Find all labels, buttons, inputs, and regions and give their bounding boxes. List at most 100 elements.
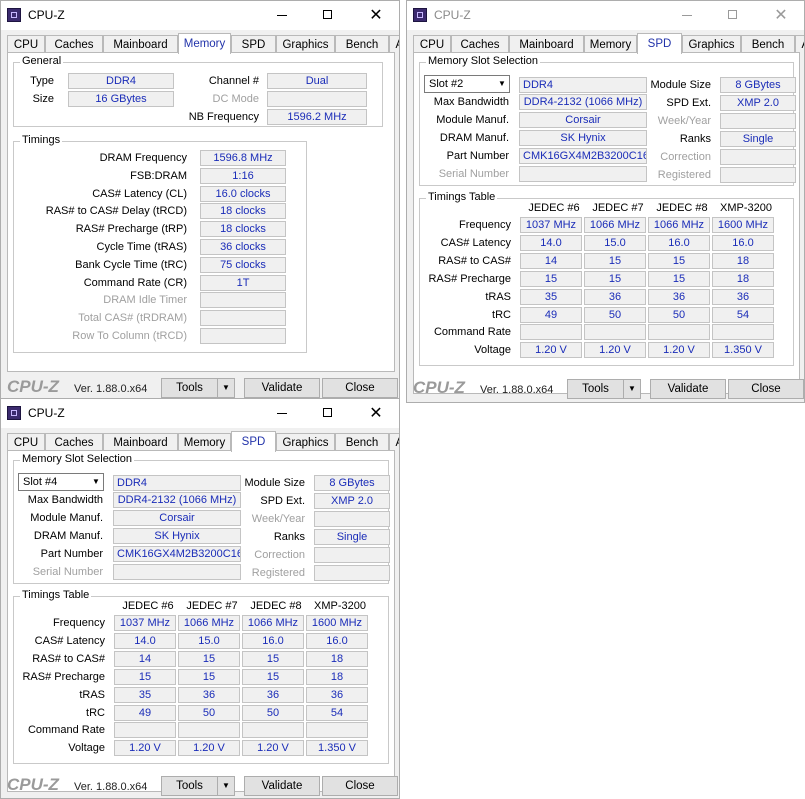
general-group-title: General bbox=[20, 55, 64, 67]
tab-about[interactable]: About bbox=[795, 35, 804, 53]
close-icon[interactable]: ✕ bbox=[774, 7, 788, 24]
module-manuf-label: Module Manuf. bbox=[30, 512, 103, 524]
tab-caches[interactable]: Caches bbox=[45, 35, 103, 53]
version-label: Ver. 1.88.0.x64 bbox=[74, 383, 148, 395]
cpuz-window-spd-slot4: CPU-Z ✕ CPU Caches Mainboard Memory SPD Graphic… bbox=[0, 398, 400, 799]
timings-cell: 15 bbox=[584, 252, 646, 269]
timings-row-label: RAS# to CAS# bbox=[438, 254, 511, 267]
validate-button[interactable]: Validate bbox=[650, 379, 726, 399]
tab-cpu[interactable]: CPU bbox=[413, 35, 451, 53]
close-button[interactable]: Close bbox=[322, 378, 398, 398]
tab-spd[interactable]: SPD bbox=[637, 33, 682, 54]
version-label: Ver. 1.88.0.x64 bbox=[74, 781, 148, 793]
minimize-icon[interactable] bbox=[259, 1, 305, 30]
tab-graphics[interactable]: Graphics bbox=[682, 35, 741, 53]
tools-dropdown-arrow-icon[interactable]: ▼ bbox=[217, 378, 235, 398]
close-button[interactable]: Close bbox=[322, 776, 398, 796]
tab-strip: CPU Caches Mainboard Memory SPD Graphics Bench… bbox=[7, 33, 399, 54]
timings-cell: 35 bbox=[114, 686, 176, 703]
timings-cell: 18 bbox=[712, 252, 774, 269]
module-size-field: 8 GBytes bbox=[314, 475, 390, 491]
tab-about[interactable]: About bbox=[389, 433, 399, 451]
chevron-down-icon[interactable]: ▼ bbox=[92, 477, 100, 486]
dc-mode-label: DC Mode bbox=[212, 93, 259, 105]
timings-cell: 1.20 V bbox=[520, 342, 582, 359]
close-button[interactable]: Close bbox=[728, 379, 804, 399]
timings-cell bbox=[306, 722, 368, 739]
type-label: Type bbox=[30, 75, 54, 87]
timings-cell: 1066 MHz bbox=[584, 217, 646, 233]
spd-panel: Memory Slot Selection Slot #4 ▼ DDR4 Max Ban… bbox=[7, 450, 395, 792]
timings-row-label: RAS# to CAS# bbox=[32, 652, 105, 665]
tools-button[interactable]: Tools bbox=[161, 776, 218, 796]
timings-cell: 1600 MHz bbox=[712, 217, 774, 233]
tab-caches[interactable]: Caches bbox=[451, 35, 509, 53]
spd-ext-label: SPD Ext. bbox=[260, 495, 305, 507]
validate-button[interactable]: Validate bbox=[244, 776, 320, 796]
slot-select[interactable]: Slot #4 ▼ bbox=[18, 473, 104, 491]
timings-cell: 1.350 V bbox=[306, 740, 368, 757]
tab-mainboard[interactable]: Mainboard bbox=[103, 433, 178, 451]
timings-cell: 36 bbox=[306, 686, 368, 703]
timings-column-header: XMP-3200 bbox=[314, 600, 366, 612]
tab-graphics[interactable]: Graphics bbox=[276, 433, 335, 451]
tools-button[interactable]: Tools bbox=[567, 379, 624, 399]
minimize-icon[interactable] bbox=[259, 399, 305, 428]
timings-cell: 49 bbox=[520, 306, 582, 323]
timings-cell bbox=[584, 324, 646, 341]
timings-cell bbox=[712, 324, 774, 341]
timings-cell: 1.20 V bbox=[584, 342, 646, 359]
tab-mainboard[interactable]: Mainboard bbox=[103, 35, 178, 53]
window-title: CPU-Z bbox=[28, 8, 65, 22]
tab-memory[interactable]: Memory bbox=[584, 35, 637, 53]
serial-number-label: Serial Number bbox=[32, 566, 103, 578]
tab-caches[interactable]: Caches bbox=[45, 433, 103, 451]
maximize-icon[interactable] bbox=[710, 1, 756, 30]
tab-bench[interactable]: Bench bbox=[741, 35, 795, 53]
tab-spd[interactable]: SPD bbox=[231, 35, 276, 53]
tab-spd[interactable]: SPD bbox=[231, 431, 276, 452]
tools-dropdown-arrow-icon[interactable]: ▼ bbox=[217, 776, 235, 796]
timing-value-field: 18 clocks bbox=[200, 221, 286, 238]
timings-cell: 14 bbox=[520, 252, 582, 269]
minimize-icon[interactable] bbox=[664, 1, 710, 30]
timings-row-label: Voltage bbox=[68, 742, 105, 755]
slot-select[interactable]: Slot #2 ▼ bbox=[424, 75, 510, 93]
registered-label: Registered bbox=[657, 169, 711, 181]
dram-manuf-label: DRAM Manuf. bbox=[439, 132, 509, 144]
chevron-down-icon[interactable]: ▼ bbox=[498, 79, 506, 88]
timing-label: FSB:DRAM bbox=[130, 169, 187, 182]
timings-cell: 50 bbox=[178, 704, 240, 721]
tab-cpu[interactable]: CPU bbox=[7, 433, 45, 451]
tab-about[interactable]: About bbox=[389, 35, 399, 53]
tab-memory[interactable]: Memory bbox=[178, 33, 231, 54]
title-bar[interactable]: CPU-Z ✕ bbox=[1, 1, 399, 30]
maximize-icon[interactable] bbox=[305, 399, 351, 428]
timings-column-header: JEDEC #8 bbox=[250, 600, 302, 612]
timing-value-field: 1:16 bbox=[200, 167, 286, 184]
tab-bench[interactable]: Bench bbox=[335, 35, 389, 53]
timing-value-field bbox=[200, 328, 286, 344]
module-size-field: 8 GBytes bbox=[720, 77, 796, 93]
tools-dropdown-arrow-icon[interactable]: ▼ bbox=[623, 379, 641, 399]
footer-bar: CPU-Z Ver. 1.88.0.x64 Tools ▼ Validate Close bbox=[1, 775, 399, 798]
window-title: CPU-Z bbox=[434, 8, 471, 22]
tab-mainboard[interactable]: Mainboard bbox=[509, 35, 584, 53]
timing-value-field: 16.0 clocks bbox=[200, 185, 286, 202]
timings-group: Timings DRAM Frequency 1596.8 MHz FSB:DRAM 1… bbox=[13, 134, 307, 353]
maximize-icon[interactable] bbox=[305, 1, 351, 30]
timings-cell: 1066 MHz bbox=[648, 217, 710, 233]
tab-bench[interactable]: Bench bbox=[335, 433, 389, 451]
module-manuf-label: Module Manuf. bbox=[436, 114, 509, 126]
tab-memory[interactable]: Memory bbox=[178, 433, 231, 451]
title-bar[interactable]: CPU-Z ✕ bbox=[407, 1, 804, 30]
close-icon[interactable]: ✕ bbox=[369, 7, 383, 24]
title-bar[interactable]: CPU-Z ✕ bbox=[1, 399, 399, 428]
timings-table-title: Timings Table bbox=[20, 589, 92, 601]
validate-button[interactable]: Validate bbox=[244, 378, 320, 398]
close-icon[interactable]: ✕ bbox=[369, 405, 383, 422]
tab-cpu[interactable]: CPU bbox=[7, 35, 45, 53]
tab-graphics[interactable]: Graphics bbox=[276, 35, 335, 53]
tools-button[interactable]: Tools bbox=[161, 378, 218, 398]
memory-panel: General Type DDR4 Size 16 GBytes Channel # Dua… bbox=[7, 52, 395, 372]
